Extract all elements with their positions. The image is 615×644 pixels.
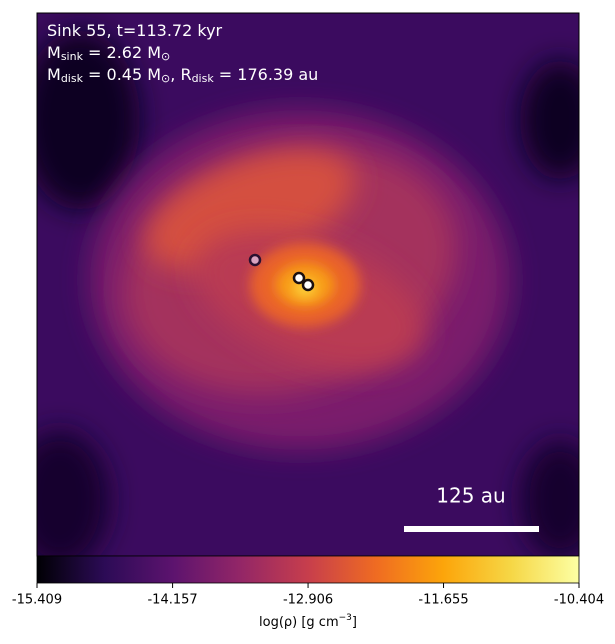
annotation: Mdisk = 0.45 M⊙, Rdisk = 176.39 au [47, 65, 318, 86]
annotation: Sink 55, t=113.72 kyr [47, 21, 223, 40]
density-image [37, 13, 579, 556]
subscript: disk [61, 72, 84, 85]
label-part: ] [352, 615, 357, 630]
annotation-part: , R [170, 65, 191, 84]
sink-marker [248, 253, 262, 267]
annotation: Msink = 2.62 M⊙ [47, 43, 170, 64]
x-tick-label: -15.409 [12, 593, 62, 608]
superscript: −3 [339, 613, 352, 623]
subscript: disk [192, 72, 215, 85]
scale-bar-label: 125 au [436, 484, 505, 508]
annotation-part: = 0.45 M [83, 65, 161, 84]
label-part: log(ρ) [g cm [259, 615, 339, 630]
colorbar-label: log(ρ) [g cm−3] [259, 613, 357, 630]
x-tick-label: -14.157 [147, 593, 197, 608]
annotation-part: M [47, 43, 61, 62]
annotation-part: = 2.62 M [83, 43, 161, 62]
subscript: ⊙ [161, 72, 170, 85]
annotation-part: M [47, 65, 61, 84]
subscript: sink [61, 50, 84, 63]
x-tick-label: -12.906 [283, 593, 333, 608]
subscript: ⊙ [161, 50, 170, 63]
sink-marker [292, 271, 306, 285]
colorbar [36, 555, 580, 584]
x-tick-label: -11.655 [418, 593, 468, 608]
annotation-part: = 176.39 au [214, 65, 319, 84]
sink-marker [301, 278, 315, 292]
annotation-part: Sink 55, t=113.72 kyr [47, 21, 223, 40]
x-tick-label: -10.404 [554, 593, 604, 608]
